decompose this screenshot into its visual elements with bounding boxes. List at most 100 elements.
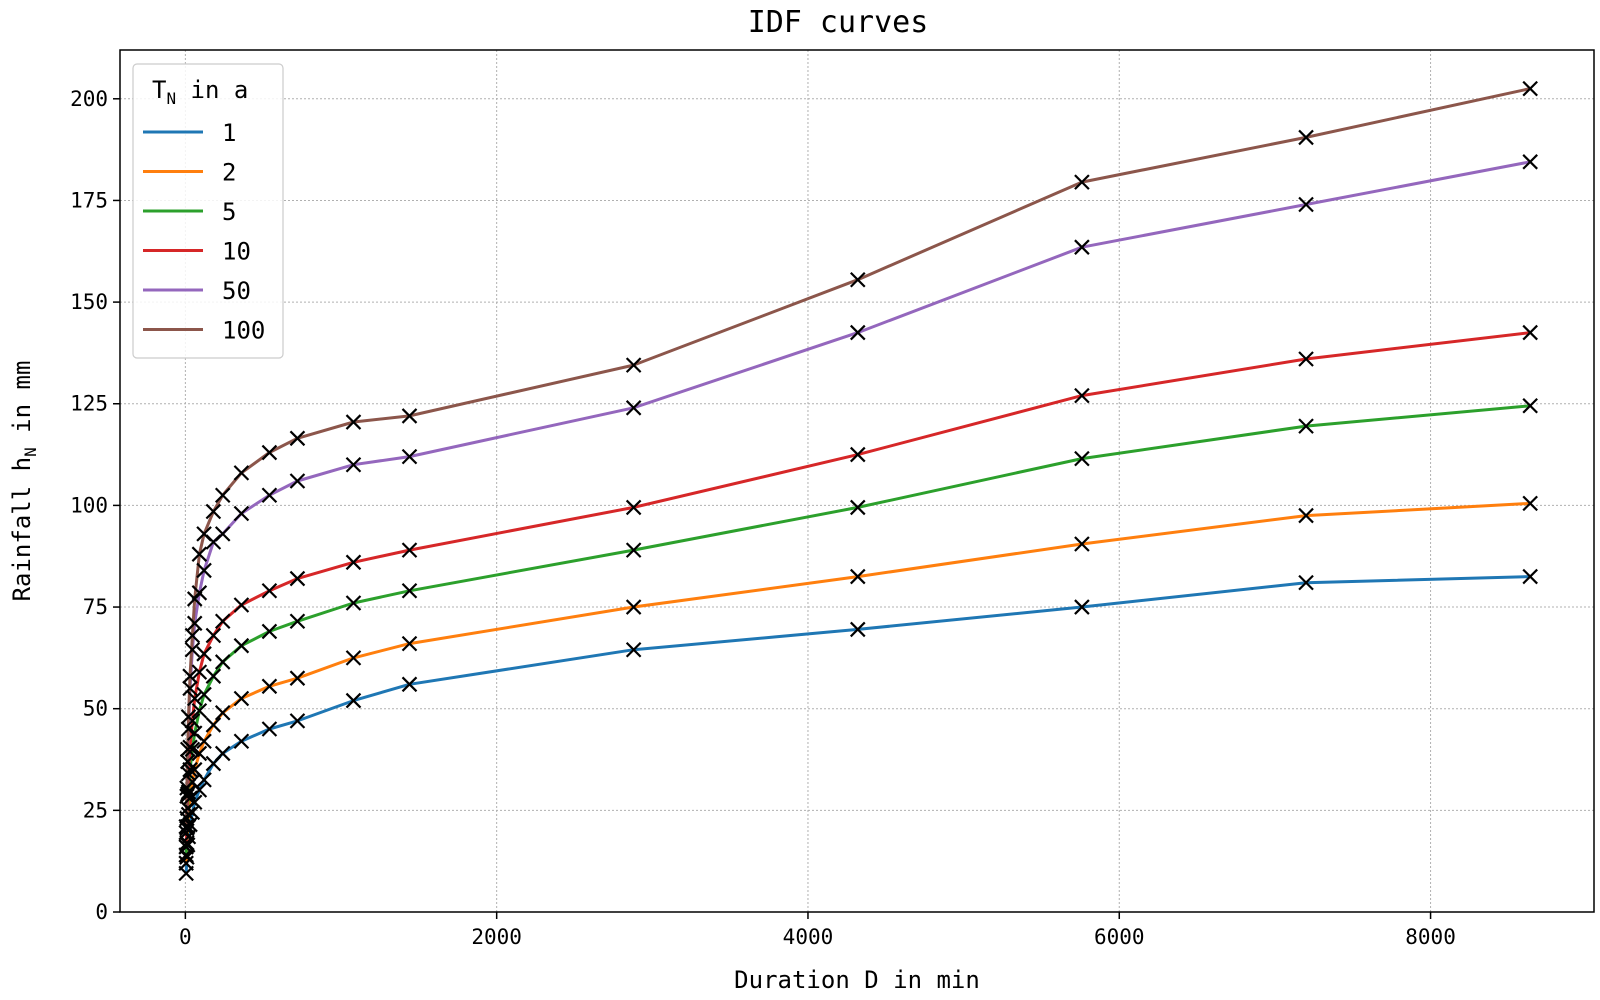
data-point-marker (850, 324, 866, 341)
data-point-marker (289, 670, 306, 686)
data-point-marker (1298, 507, 1314, 524)
data-point-marker (1074, 599, 1090, 615)
y-axis-label-main: Rainfall h (8, 457, 36, 602)
data-point-marker (214, 704, 231, 721)
data-point-marker (1074, 174, 1090, 190)
x-axis-label: Duration D in min (734, 966, 980, 994)
data-point-marker (1074, 239, 1090, 255)
data-point-marker (345, 554, 362, 571)
data-point-marker (345, 692, 362, 709)
data-point-marker (289, 570, 306, 587)
data-point-marker (205, 717, 222, 733)
data-point-marker (196, 562, 212, 579)
data-point-marker (186, 615, 203, 632)
data-point-marker (625, 357, 642, 373)
data-point-marker (179, 741, 196, 758)
data-point-marker (184, 641, 201, 658)
data-point-marker (196, 526, 212, 542)
data-point-marker (261, 583, 278, 599)
data-point-marker (205, 503, 222, 520)
data-point-marker (191, 702, 208, 719)
data-point-marker (401, 635, 418, 652)
x-tick-label: 4000 (783, 925, 834, 949)
data-point-marker (179, 780, 195, 796)
legend-label-1: 1 (222, 119, 236, 147)
data-point-marker (214, 654, 231, 670)
data-point-marker (261, 678, 278, 695)
y-tick-label: 50 (83, 697, 108, 721)
legend-box (132, 63, 284, 359)
legend-title: TN in a (152, 76, 248, 108)
data-point-marker (345, 456, 362, 473)
data-point-marker (180, 721, 197, 737)
y-tick-label: 175 (70, 188, 108, 212)
data-point-marker (233, 637, 250, 654)
data-point-marker (850, 499, 866, 516)
data-point-marker (214, 487, 231, 504)
y-tick-label: 0 (95, 900, 108, 924)
data-point-marker (214, 526, 231, 542)
series-line-2 (184, 501, 1531, 864)
y-tick-label: 200 (70, 87, 108, 111)
data-point-marker (196, 686, 212, 703)
legend-label-5: 5 (222, 198, 236, 226)
data-point-marker (233, 465, 250, 481)
legend-title-tail: in a (176, 76, 248, 104)
data-point-marker (1074, 536, 1090, 552)
data-point-marker (261, 444, 278, 461)
data-point-marker (182, 668, 198, 684)
legend-title-sub: N (166, 89, 176, 108)
legend-label-100: 100 (222, 317, 265, 345)
y-tick-label: 75 (83, 595, 108, 619)
data-point-marker (214, 745, 231, 762)
legend-entries: 1 2 5 10 50 100 (143, 119, 265, 345)
data-point-marker (261, 487, 278, 504)
data-point-marker (345, 595, 362, 611)
y-tick-label: 125 (70, 392, 108, 416)
data-point-marker (205, 627, 222, 644)
data-point-marker (261, 623, 278, 640)
x-tick-label: 6000 (1094, 925, 1145, 949)
legend-label-2: 2 (222, 159, 236, 187)
data-point-marker (261, 721, 278, 737)
data-point-marker (1522, 568, 1538, 585)
data-point-marker (182, 680, 198, 697)
chart-title: IDF curves (748, 5, 929, 40)
data-point-marker (179, 753, 196, 770)
data-point-marker (184, 627, 201, 644)
data-point-marker (850, 568, 866, 585)
y-axis-label-sub: N (21, 447, 40, 457)
data-point-marker (625, 499, 642, 516)
data-point-marker (401, 583, 418, 599)
grid (120, 50, 1594, 913)
data-point-marker (289, 473, 306, 489)
data-point-marker (1298, 418, 1314, 434)
legend-title-main: T (152, 76, 166, 104)
data-point-marker (625, 400, 642, 416)
data-point-marker (401, 408, 418, 424)
data-point-marker (1298, 196, 1314, 213)
series-layer (184, 87, 1531, 874)
data-point-marker (345, 414, 362, 430)
y-tick-label: 150 (70, 290, 108, 314)
data-point-marker (191, 664, 208, 680)
series-line-50 (184, 160, 1531, 833)
data-point-marker (1522, 495, 1538, 512)
data-point-marker (625, 599, 642, 615)
data-point-marker (191, 745, 208, 762)
data-point-marker (401, 542, 418, 558)
data-point-marker (1522, 398, 1538, 414)
data-point-marker (233, 733, 250, 750)
data-point-marker (186, 690, 203, 707)
y-axis-label-tail: in mm (8, 361, 36, 448)
y-tick-label: 100 (70, 493, 108, 517)
series-line-10 (184, 331, 1531, 847)
data-point-marker (180, 806, 197, 823)
data-point-marker (625, 542, 642, 558)
data-point-marker (401, 676, 418, 693)
data-point-marker (196, 646, 212, 662)
data-point-marker (1298, 129, 1314, 146)
data-point-marker (178, 839, 194, 855)
